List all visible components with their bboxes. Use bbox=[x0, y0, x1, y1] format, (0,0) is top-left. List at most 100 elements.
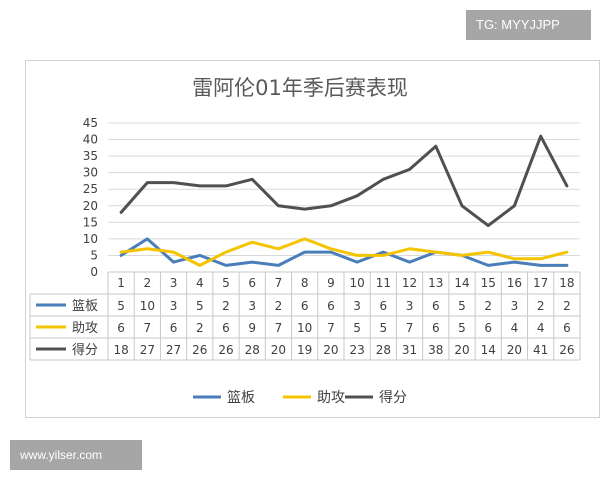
y-tick-label: 20 bbox=[83, 199, 98, 213]
data-label: 26 bbox=[192, 343, 207, 357]
y-tick-label: 5 bbox=[90, 248, 98, 262]
x-tick-label: 11 bbox=[376, 276, 391, 290]
data-label: 20 bbox=[323, 343, 338, 357]
chart-title: 雷阿伦01年季后赛表现 bbox=[192, 76, 408, 100]
data-label: 38 bbox=[428, 343, 443, 357]
x-tick-label: 5 bbox=[222, 276, 230, 290]
data-label: 6 bbox=[170, 321, 178, 335]
data-label: 6 bbox=[327, 299, 335, 313]
data-label: 3 bbox=[248, 299, 256, 313]
legend-label: 助攻 bbox=[317, 390, 345, 406]
data-label: 5 bbox=[458, 299, 466, 313]
data-label: 20 bbox=[271, 343, 286, 357]
x-tick-label: 17 bbox=[533, 276, 548, 290]
data-label: 2 bbox=[275, 299, 283, 313]
data-label: 7 bbox=[327, 321, 335, 335]
x-tick-label: 16 bbox=[507, 276, 522, 290]
data-label: 2 bbox=[196, 321, 204, 335]
table-series-label: 得分 bbox=[72, 342, 98, 358]
x-tick-label: 14 bbox=[454, 276, 469, 290]
data-label: 10 bbox=[140, 299, 155, 313]
y-tick-label: 35 bbox=[83, 149, 98, 163]
data-label: 6 bbox=[301, 299, 309, 313]
series-line-篮板 bbox=[119, 237, 569, 267]
y-tick-label: 30 bbox=[83, 166, 98, 180]
data-label: 6 bbox=[432, 321, 440, 335]
data-label: 26 bbox=[559, 343, 574, 357]
series-lines bbox=[119, 134, 569, 267]
data-label: 4 bbox=[537, 321, 545, 335]
data-label: 5 bbox=[196, 299, 204, 313]
data-label: 3 bbox=[353, 299, 361, 313]
y-tick-label: 10 bbox=[83, 232, 98, 246]
legend-label: 得分 bbox=[379, 389, 407, 406]
data-label: 10 bbox=[297, 321, 312, 335]
data-label: 27 bbox=[166, 343, 181, 357]
series-line-助攻 bbox=[119, 237, 569, 267]
y-axis-ticks: 0 5 10 15 20 25 30 35 40 45 bbox=[83, 116, 98, 279]
y-tick-label: 45 bbox=[83, 116, 98, 130]
x-tick-label: 1 bbox=[117, 276, 125, 290]
grid-lines bbox=[108, 122, 580, 256]
data-label: 28 bbox=[245, 343, 260, 357]
table-series-label: 助攻 bbox=[72, 321, 98, 336]
data-label: 5 bbox=[117, 299, 125, 313]
data-label: 41 bbox=[533, 343, 548, 357]
data-label: 5 bbox=[458, 321, 466, 335]
data-label: 6 bbox=[117, 321, 125, 335]
legend: 篮板 助攻 得分 bbox=[193, 389, 407, 406]
data-label: 18 bbox=[113, 343, 128, 357]
x-tick-label: 15 bbox=[481, 276, 496, 290]
data-label: 6 bbox=[380, 299, 388, 313]
data-label: 6 bbox=[563, 321, 571, 335]
x-tick-label: 2 bbox=[144, 276, 152, 290]
data-label: 5 bbox=[380, 321, 388, 335]
legend-label: 篮板 bbox=[227, 390, 255, 406]
watermark-bottom: www.yilser.com bbox=[10, 440, 142, 470]
data-label: 3 bbox=[406, 299, 414, 313]
data-label: 6 bbox=[432, 299, 440, 313]
series-line-得分 bbox=[119, 134, 569, 228]
y-tick-label: 40 bbox=[83, 133, 98, 147]
table-series-label: 篮板 bbox=[72, 299, 98, 314]
x-tick-label: 7 bbox=[275, 276, 283, 290]
x-tick-label: 9 bbox=[327, 276, 335, 290]
data-label: 3 bbox=[170, 299, 178, 313]
data-label: 19 bbox=[297, 343, 312, 357]
data-label: 7 bbox=[144, 321, 152, 335]
data-label: 14 bbox=[481, 343, 496, 357]
x-tick-label: 12 bbox=[402, 276, 417, 290]
data-label: 9 bbox=[248, 321, 256, 335]
y-tick-label: 25 bbox=[83, 182, 98, 196]
data-label: 5 bbox=[353, 321, 361, 335]
x-tick-label: 3 bbox=[170, 276, 178, 290]
data-label: 6 bbox=[484, 321, 492, 335]
data-label: 2 bbox=[563, 299, 571, 313]
data-label: 7 bbox=[406, 321, 414, 335]
x-tick-label: 6 bbox=[248, 276, 256, 290]
data-label: 2 bbox=[537, 299, 545, 313]
x-tick-label: 4 bbox=[196, 276, 204, 290]
data-label: 26 bbox=[218, 343, 233, 357]
data-label: 23 bbox=[349, 343, 364, 357]
data-label: 3 bbox=[511, 299, 519, 313]
data-label: 6 bbox=[222, 321, 230, 335]
data-label: 2 bbox=[484, 299, 492, 313]
y-tick-label: 15 bbox=[83, 215, 98, 229]
y-tick-label: 0 bbox=[90, 265, 98, 279]
data-label: 20 bbox=[454, 343, 469, 357]
watermark-top: TG: MYYJJPP bbox=[466, 10, 591, 40]
data-label: 31 bbox=[402, 343, 417, 357]
data-label: 4 bbox=[511, 321, 519, 335]
x-tick-label: 13 bbox=[428, 276, 443, 290]
data-label: 28 bbox=[376, 343, 391, 357]
data-label: 20 bbox=[507, 343, 522, 357]
x-tick-label: 18 bbox=[559, 276, 574, 290]
x-tick-label: 10 bbox=[349, 276, 364, 290]
x-tick-label: 8 bbox=[301, 276, 309, 290]
data-label: 2 bbox=[222, 299, 230, 313]
data-label: 27 bbox=[140, 343, 155, 357]
data-label: 7 bbox=[275, 321, 283, 335]
